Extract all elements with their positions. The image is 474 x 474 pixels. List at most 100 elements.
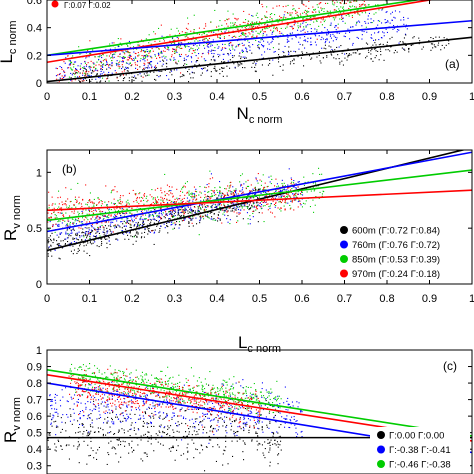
data-point [170,450,172,452]
data-point [207,51,209,53]
data-point [50,216,52,218]
data-point [406,28,408,30]
data-point [148,230,150,232]
data-point [222,43,224,45]
y-axis-label: Lc norm [0,20,19,63]
data-point [108,221,110,223]
data-point [133,224,135,226]
data-point [120,221,122,223]
data-point [83,80,85,82]
data-point [140,458,142,460]
data-point [345,2,347,4]
data-point [222,193,224,195]
data-point [79,423,81,425]
data-point [102,387,104,389]
data-point [172,196,174,198]
data-point [297,56,299,58]
data-point [175,211,177,213]
data-point [231,203,233,205]
data-point [212,428,214,430]
data-point [341,60,343,62]
data-point [82,242,84,244]
data-point [232,56,234,58]
data-point [100,70,102,72]
data-point [192,72,194,74]
data-point [128,232,130,234]
data-point [202,204,204,206]
data-point [167,203,169,205]
data-point [198,205,200,207]
data-point [347,48,349,50]
data-point [223,36,225,38]
data-point [348,53,350,55]
data-point [143,223,145,225]
data-point [302,3,304,5]
data-point [280,195,282,197]
data-point [82,217,84,219]
data-point [47,240,49,242]
data-point [184,209,186,211]
data-point [137,233,139,235]
data-point [187,210,189,212]
data-point [208,439,210,441]
data-point [186,191,188,193]
data-point [374,57,376,59]
data-point [169,40,171,42]
data-point [151,412,153,414]
data-point [191,67,193,69]
data-point [139,73,141,75]
data-point [284,201,286,203]
data-point [227,194,229,196]
data-point [257,188,259,190]
data-point [280,197,282,199]
data-point [91,224,93,226]
data-point [337,23,339,25]
data-point [61,75,63,77]
data-point [300,23,302,25]
data-point [157,221,159,223]
data-point [131,402,133,404]
data-point [280,440,282,442]
data-point [318,11,320,13]
data-point [117,224,119,226]
data-point [256,440,258,442]
data-point [297,186,299,188]
data-point [367,15,369,17]
data-point [92,71,94,73]
data-point [151,214,153,216]
data-point [106,64,108,66]
data-point [222,200,224,202]
data-point [159,57,161,59]
data-point [339,63,341,65]
data-point [156,201,158,203]
data-point [128,54,130,56]
data-point [193,197,195,199]
data-point [180,415,182,417]
data-point [118,461,120,463]
data-point [192,77,194,79]
data-point [55,434,57,436]
data-point [176,27,178,29]
data-point [274,206,276,208]
data-point [286,38,288,40]
data-point [56,408,58,410]
data-point [82,423,84,425]
data-point [220,413,222,415]
data-point [230,193,232,195]
data-point [135,229,137,231]
data-point [359,53,361,55]
data-point [88,455,90,457]
data-point [350,54,352,56]
data-point [200,204,202,206]
data-point [293,418,295,420]
data-point [328,41,330,43]
data-point [305,26,307,28]
data-point [153,31,155,33]
data-point [78,79,80,81]
data-point [165,213,167,215]
data-point [336,37,338,39]
data-point [213,213,215,215]
data-point [235,203,237,205]
data-point [151,48,153,50]
data-point [168,218,170,220]
